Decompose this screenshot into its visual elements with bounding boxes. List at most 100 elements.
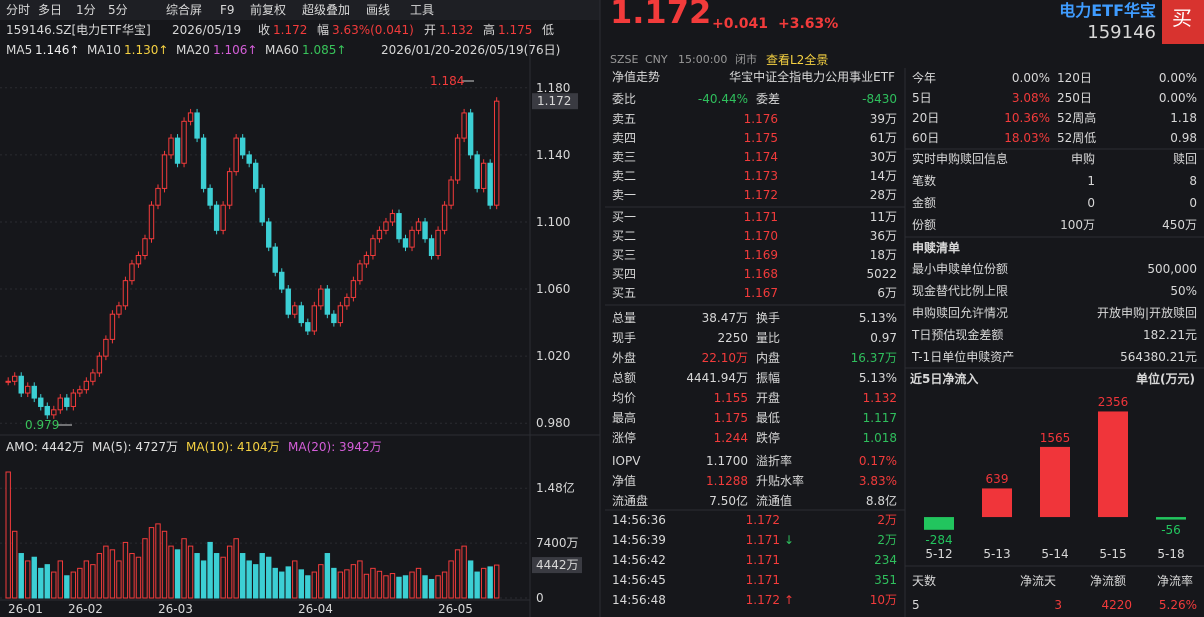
candle <box>402 238 409 248</box>
trade-price: 1.171 <box>745 553 780 567</box>
y-tick-label: 1.060 <box>536 282 571 297</box>
fund-code: 159146 <box>1087 22 1156 43</box>
toolbar-button[interactable]: 工具 <box>410 3 435 17</box>
candle <box>187 112 194 122</box>
change-pct: +3.63% <box>778 16 839 32</box>
toolbar-button[interactable]: 前复权 <box>250 3 287 17</box>
volume-bar <box>454 549 461 599</box>
candle <box>12 375 18 382</box>
stat-value: 5.13% <box>858 311 897 325</box>
header-value: 1.175 <box>498 23 533 37</box>
buy-button[interactable]: 买 <box>1172 6 1192 30</box>
toolbar-button[interactable]: 综合屏 <box>166 3 203 17</box>
volume-bar <box>415 567 422 599</box>
y-tick-label: 1.48亿 <box>536 481 575 496</box>
high-note: 1.184 <box>430 74 465 88</box>
toolbar-button[interactable]: F9 <box>220 3 235 17</box>
label: 外盘 <box>612 351 637 365</box>
candle <box>285 288 291 315</box>
toolbar-button[interactable]: 多日 <box>38 3 63 17</box>
book-price: 1.169 <box>743 248 778 262</box>
volume-bar <box>428 578 435 599</box>
volume-bar <box>25 560 31 599</box>
label: 量比 <box>756 331 781 345</box>
sub-info: SZSE <box>610 53 639 66</box>
x-tick-label: 5-13 <box>983 547 1011 561</box>
trade-time: 14:56:45 <box>612 573 666 587</box>
volume-bar <box>18 553 24 599</box>
volume-bar <box>337 571 344 599</box>
candle <box>246 154 252 164</box>
bar <box>982 488 1012 518</box>
volume-bar <box>174 549 181 599</box>
value: 564380.21元 <box>1120 350 1197 364</box>
buy-button-bg[interactable] <box>1162 0 1204 44</box>
stat-value: 1.018 <box>862 431 897 445</box>
label: 60日 <box>912 131 940 145</box>
volume-bar <box>474 571 480 599</box>
data-label: -56 <box>1161 522 1181 537</box>
book-qty: 14万 <box>869 169 897 183</box>
volume-bar <box>142 538 148 599</box>
bar <box>924 517 954 530</box>
toolbar-button[interactable]: 画线 <box>366 3 391 17</box>
volume-bar <box>135 556 142 599</box>
candle <box>25 385 31 394</box>
candle <box>90 372 96 382</box>
label: 最高 <box>612 411 637 425</box>
perf-value: 0.00% <box>1011 71 1050 85</box>
volume-bar <box>331 567 337 599</box>
candle <box>51 409 57 416</box>
x-tick-label: 5-15 <box>1099 547 1127 561</box>
sub-info: 闭市 <box>735 53 757 66</box>
volume-bar <box>311 571 318 599</box>
book-qty: 6万 <box>877 286 897 300</box>
label: 溢折率 <box>756 454 793 468</box>
toolbar-button[interactable]: 1分 <box>76 3 96 17</box>
book-qty: 11万 <box>869 210 897 224</box>
stat-value: 22.10万 <box>701 351 748 365</box>
book-qty: 36万 <box>869 229 897 243</box>
book-qty: 18万 <box>869 248 897 262</box>
toolbar-button[interactable]: 分时 <box>6 3 31 17</box>
label: 流通盘 <box>612 494 649 508</box>
book-qty: 5022 <box>866 267 897 281</box>
candle <box>396 213 402 240</box>
trade-arrow: ↑ <box>784 593 795 607</box>
x-tick-label: 5-18 <box>1157 547 1185 561</box>
volume-bar <box>161 530 168 599</box>
candle <box>259 187 265 223</box>
col-header: 天数 <box>912 574 937 588</box>
ma-value: 1.085↑ <box>302 43 347 57</box>
volume-bar <box>64 575 70 599</box>
value: 1 <box>1087 174 1095 188</box>
toolbar-button[interactable]: 超级叠加 <box>302 3 351 17</box>
perf-value: 0.00% <box>1158 91 1197 105</box>
section-title: 申赎清单 <box>912 241 961 255</box>
volume-bar <box>441 571 448 599</box>
label: 内盘 <box>756 351 781 365</box>
toolbar-button[interactable]: 5分 <box>108 3 128 17</box>
l2-link[interactable]: 查看L2全景 <box>766 53 829 67</box>
label: 委比 <box>612 92 637 106</box>
perf-value: 18.03% <box>1004 131 1050 145</box>
label: 5日 <box>912 91 932 105</box>
trade-price: 1.172 <box>745 513 780 527</box>
candle <box>350 280 357 298</box>
perf-value: 10.36% <box>1004 111 1050 125</box>
amo-legend: MA(10): 4104万 <box>186 440 280 454</box>
volume-bar <box>409 571 415 599</box>
value: 0 <box>1189 196 1197 210</box>
volume-bar <box>44 564 50 599</box>
stat-value: 8.8亿 <box>865 494 897 508</box>
candle <box>448 179 454 206</box>
book-qty: 39万 <box>869 112 897 126</box>
candle <box>474 154 480 189</box>
volume-bar <box>233 538 239 599</box>
volume-bar <box>461 545 467 599</box>
label: 涨停 <box>612 431 637 445</box>
toolbar-bg <box>0 0 600 20</box>
volume-bar <box>305 575 311 599</box>
candle <box>31 385 37 399</box>
amo-legend: MA(20): 3942万 <box>288 440 382 454</box>
